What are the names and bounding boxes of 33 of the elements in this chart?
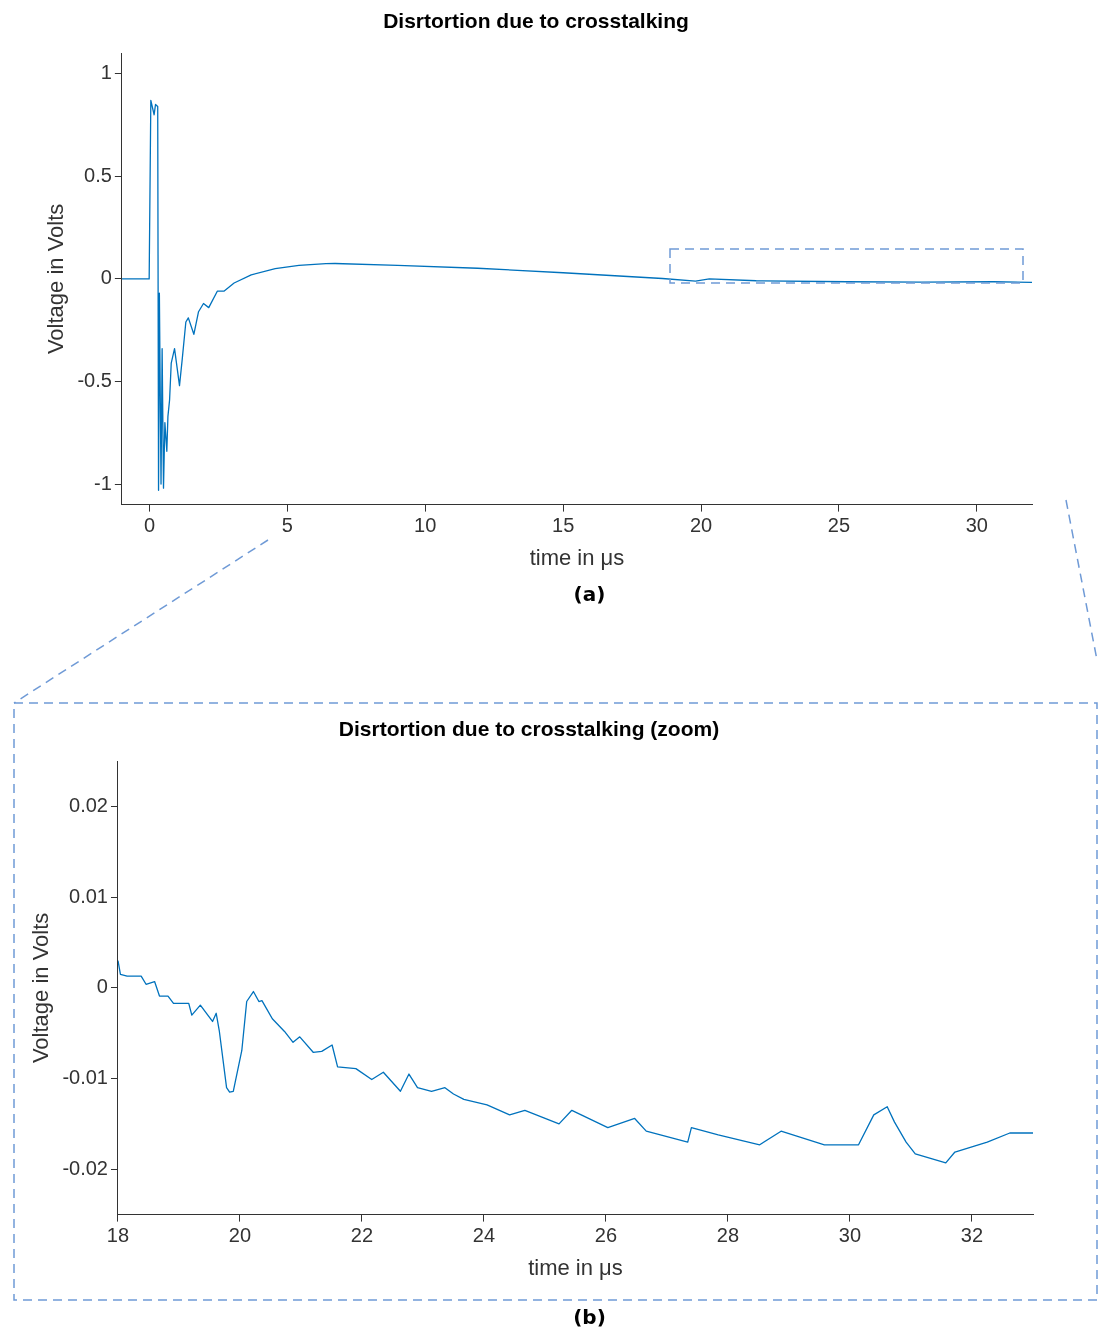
y-tick-label: 0 <box>96 975 108 998</box>
y-tick-label: -0.02 <box>62 1156 108 1179</box>
y-tick-label: -0.5 <box>77 369 112 392</box>
x-tick-label: 0 <box>143 514 156 537</box>
x-tick-label: 10 <box>414 514 437 537</box>
chart-title: Disrtortion due to crosstalking (zoom) <box>338 717 720 741</box>
x-tick-label: 20 <box>228 1224 252 1247</box>
x-tick-label: 22 <box>350 1224 374 1247</box>
x-tick-label: 32 <box>960 1224 984 1247</box>
x-axis-title: time in μs <box>529 544 625 570</box>
y-tick-label: 1 <box>100 61 112 84</box>
chart-title: Disrtortion due to crosstalking <box>383 9 689 33</box>
y-tick-label: -0.01 <box>62 1066 108 1089</box>
x-tick-label: 15 <box>552 514 575 537</box>
x-tick-label: 28 <box>716 1224 740 1247</box>
y-tick-label: 0 <box>100 266 112 289</box>
x-axis-title: time in μs <box>528 1254 623 1280</box>
text: (b) <box>572 1305 607 1329</box>
y-tick-label: 0.5 <box>84 163 112 186</box>
y-tick-label: 0.02 <box>69 794 108 817</box>
x-tick-label: 25 <box>827 514 851 537</box>
x-tick-label: 5 <box>281 514 293 537</box>
y-axis-title: Voltage in Volts <box>43 203 69 355</box>
x-tick-label: 18 <box>106 1224 130 1247</box>
y-axis-title: Voltage in Volts <box>28 912 54 1064</box>
y-tick-label: -1 <box>94 471 112 494</box>
x-tick-label: 20 <box>689 514 713 537</box>
text: (a) <box>572 582 607 606</box>
x-tick-label: 24 <box>472 1224 496 1247</box>
x-tick-label: 26 <box>594 1224 618 1247</box>
x-tick-label: 30 <box>965 514 988 537</box>
x-tick-label: 30 <box>838 1224 862 1247</box>
y-tick-label: 0.01 <box>69 884 108 907</box>
